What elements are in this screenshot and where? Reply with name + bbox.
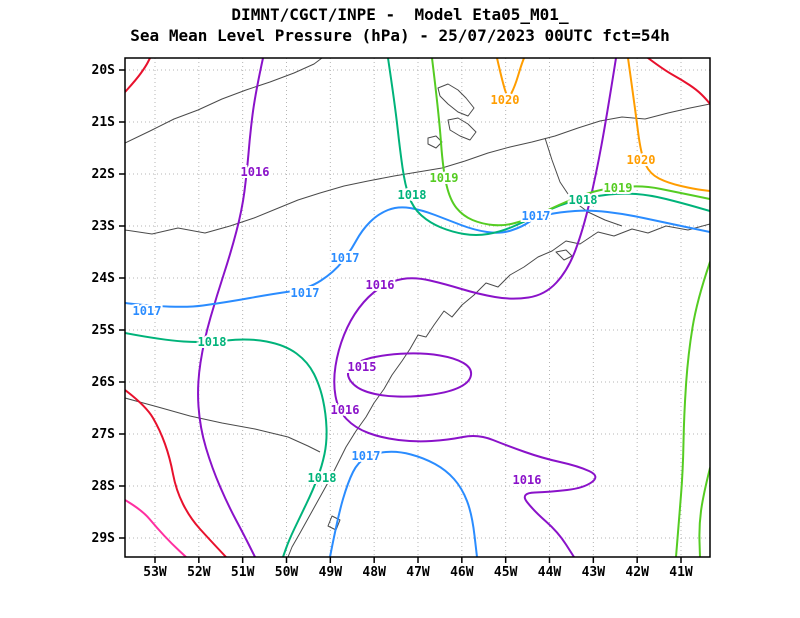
coastline-path: [125, 397, 321, 453]
coastline-path: [555, 249, 573, 261]
contour-line-aux-magenta-bottomleft: [125, 499, 187, 557]
coastline-path: [125, 103, 710, 235]
contour-label-1016: 1016: [513, 473, 542, 487]
contour-label-1017: 1017: [291, 286, 320, 300]
contour-label-1016: 1016: [366, 278, 395, 292]
contour-line-1018-teal-west: [125, 332, 328, 557]
contour-line-aux-red-left: [125, 389, 227, 557]
contour-line-1016-purple-west: [197, 58, 264, 557]
x-tick-label: 51W: [231, 565, 255, 580]
coastline-path: [437, 83, 475, 117]
contour-line-1019-green-east: [675, 261, 710, 557]
contour-label-1016: 1016: [331, 403, 360, 417]
contour-line-1019-green-trough: [431, 58, 710, 227]
contour-label-1016: 1016: [241, 165, 270, 179]
x-tick-label: 45W: [494, 565, 518, 580]
coastline-path: [447, 117, 477, 141]
contour-label-1020: 1020: [627, 153, 656, 167]
contour-line-1018-teal-north: [387, 58, 710, 236]
map-layers: [125, 58, 710, 557]
coastline-path: [427, 135, 443, 149]
contour-line-1017-blue-south: [329, 450, 478, 557]
y-tick-label: 28S: [92, 479, 116, 494]
x-tick-label: 43W: [582, 565, 606, 580]
contour-label-1020: 1020: [491, 93, 520, 107]
x-tick-label: 46W: [450, 565, 474, 580]
contour-label-1019: 1019: [430, 171, 459, 185]
coastline-path: [287, 223, 710, 557]
y-tick-label: 24S: [92, 271, 116, 286]
x-tick-label: 47W: [406, 565, 430, 580]
contour-label-1017: 1017: [331, 251, 360, 265]
contour-label-1017: 1017: [133, 304, 162, 318]
y-tick-label: 23S: [92, 219, 116, 234]
contour-line-aux-red-topleft: [125, 58, 151, 93]
contour-line-aux-green-corner: [698, 467, 710, 557]
x-tick-label: 49W: [319, 565, 343, 580]
contour-label-1017: 1017: [352, 449, 381, 463]
contour-line-1016-purple-main: [333, 58, 617, 557]
y-tick-label: 25S: [92, 323, 116, 338]
contour-label-1019: 1019: [604, 181, 633, 195]
y-tick-label: 20S: [92, 63, 116, 78]
y-tick-label: 21S: [92, 115, 116, 130]
plot-border: [124, 57, 711, 558]
contour-label-1018: 1018: [569, 193, 598, 207]
x-tick-label: 48W: [362, 565, 386, 580]
y-tick-label: 22S: [92, 167, 116, 182]
x-tick-label: 52W: [187, 565, 211, 580]
contour-label-1018: 1018: [398, 188, 427, 202]
y-tick-label: 26S: [92, 375, 116, 390]
contour-line-1017-blue-main: [125, 206, 710, 308]
contour-line-1020-orange-east: [627, 58, 710, 192]
contour-line-aux-red-topright: [647, 58, 710, 105]
x-tick-label: 53W: [143, 565, 167, 580]
x-tick-label: 50W: [275, 565, 299, 580]
x-tick-label: 42W: [625, 565, 649, 580]
contour-label-1018: 1018: [308, 471, 337, 485]
contour-label-1015: 1015: [348, 360, 377, 374]
figure-title-line1: DIMNT/CGCT/INPE - Model Eta05_M01_: [231, 5, 569, 24]
y-tick-label: 29S: [92, 531, 116, 546]
x-tick-label: 41W: [669, 565, 693, 580]
contour-label-1018: 1018: [198, 335, 227, 349]
axes: 53W 52W 51W 50W 49W 48W 47W 46W 45W 44W 43W 42W 41W 2…: [92, 58, 710, 580]
contour-label-1017: 1017: [522, 209, 551, 223]
y-tick-label: 27S: [92, 427, 116, 442]
x-tick-label: 44W: [538, 565, 562, 580]
coastline-path: [125, 58, 323, 144]
contour-line-1015-purple-inner-low: [347, 352, 473, 398]
contour-line-1020-orange-north: [496, 58, 525, 97]
figure-title-line2: Sea Mean Level Pressure (hPa) - 25/07/20…: [130, 26, 670, 45]
